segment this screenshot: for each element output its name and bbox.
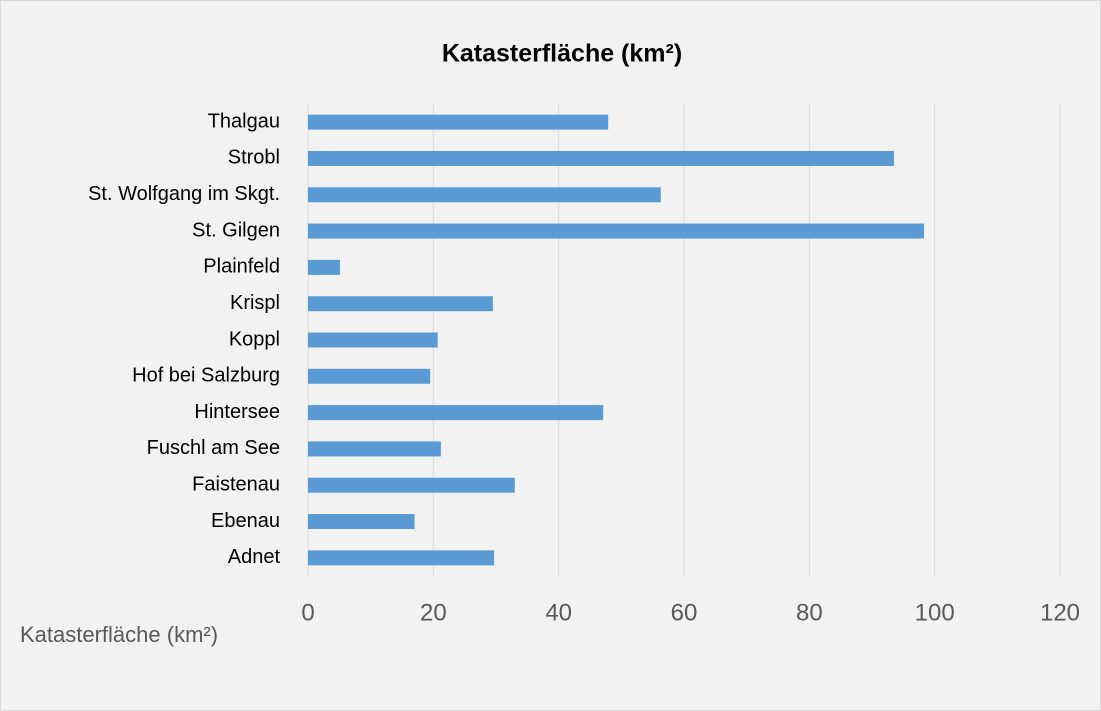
bar: [308, 187, 661, 203]
bar: [308, 550, 495, 566]
y-tick-label: St. Gilgen: [192, 219, 280, 241]
bar: [308, 259, 340, 275]
x-tick-label: 100: [915, 599, 955, 626]
y-tick-label: Thalgau: [208, 110, 280, 132]
x-tick-label: 20: [420, 599, 447, 626]
x-tick-label: 0: [301, 599, 314, 626]
bar: [308, 296, 493, 312]
y-tick-label: Hof bei Salzburg: [132, 365, 280, 387]
bar: [308, 405, 604, 421]
bar: [308, 150, 894, 166]
y-tick-label: Hintersee: [194, 401, 280, 423]
y-tick-label: Strobl: [228, 147, 280, 169]
bar: [308, 332, 438, 348]
y-tick-label: Fuschl am See: [147, 437, 280, 459]
chart-title: Katasterfläche (km²): [442, 40, 682, 68]
y-tick-label: Krispl: [230, 292, 280, 314]
bar: [308, 441, 441, 457]
y-tick-label: Ebenau: [211, 510, 280, 532]
x-tick-label: 120: [1040, 599, 1080, 626]
x-tick-label: 60: [671, 599, 698, 626]
x-tick-label: 40: [545, 599, 572, 626]
y-tick-label: Faistenau: [192, 474, 280, 496]
y-tick-label: Plainfeld: [203, 256, 280, 278]
bar: [308, 114, 609, 130]
y-tick-label: Adnet: [228, 546, 281, 568]
bar: [308, 514, 415, 530]
legend-label: Katasterfläche (km²): [20, 622, 218, 647]
y-tick-label: St. Wolfgang im Skgt.: [88, 183, 280, 205]
bar: [308, 368, 431, 384]
bar: [308, 223, 925, 239]
bar: [308, 477, 515, 493]
y-tick-label: Koppl: [229, 328, 280, 350]
x-tick-label: 80: [796, 599, 823, 626]
